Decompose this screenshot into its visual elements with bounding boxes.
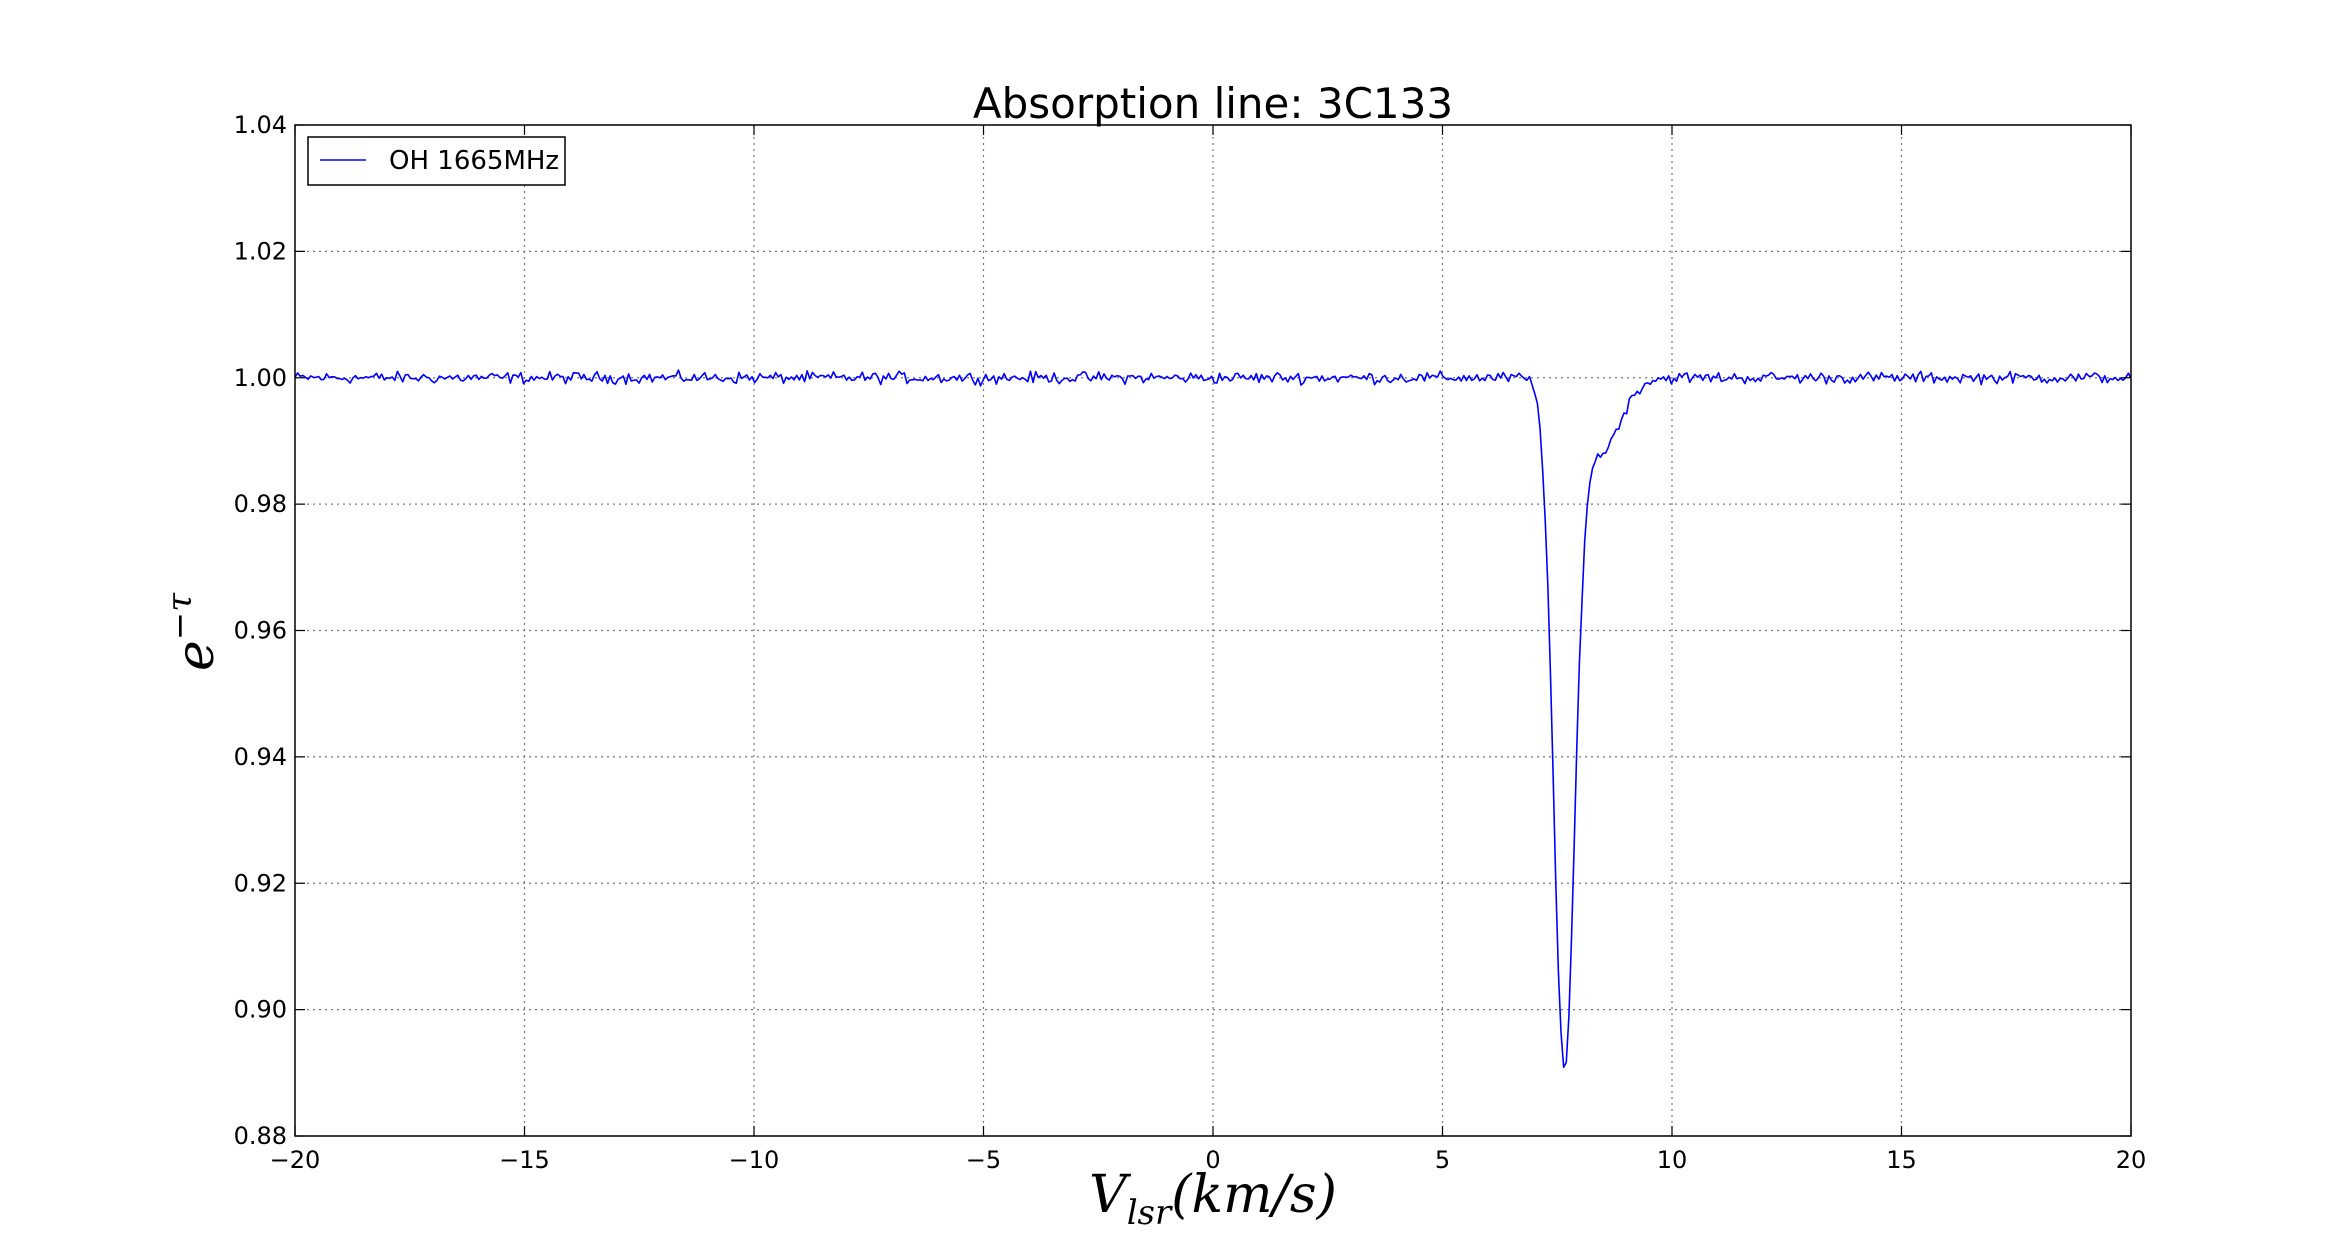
- y-tick-label: 0.96: [234, 617, 287, 645]
- y-tick-label: 1.02: [234, 237, 287, 265]
- y-tick-label: 0.90: [234, 996, 287, 1024]
- series-lines: [294, 369, 2132, 1069]
- legend-label-oh-1665mhz: OH 1665MHz: [389, 146, 559, 176]
- x-axis-label-main: V: [1089, 1165, 1131, 1225]
- y-tick-label: 0.88: [234, 1122, 287, 1150]
- y-tick-label: 0.94: [234, 743, 287, 771]
- y-axis-label-superscript: −τ: [160, 592, 200, 640]
- legend: OH 1665MHz: [307, 136, 566, 186]
- x-tick-label: 5: [1435, 1146, 1450, 1174]
- y-axis-label: e−τ: [160, 592, 226, 671]
- x-axis-label: Vlsr(km/s): [1089, 1165, 1337, 1233]
- y-tick-label: 1.00: [234, 364, 287, 392]
- grid-lines: [295, 125, 2131, 1136]
- x-tick-label: −20: [270, 1146, 321, 1174]
- axis-ticks: −20 −15 −10 −5 0 5 10 15 20 0.88 0.90 0.92 0.94 0.96 0…: [234, 111, 2147, 1174]
- x-tick-label: −5: [966, 1146, 1001, 1174]
- x-tick-label: 0: [1205, 1146, 1220, 1174]
- x-tick-label: 20: [2116, 1146, 2147, 1174]
- y-axis-label-base: e: [166, 640, 226, 671]
- x-tick-label: −10: [729, 1146, 780, 1174]
- x-tick-label: −15: [499, 1146, 550, 1174]
- y-tick-label: 0.92: [234, 869, 287, 897]
- series-line-oh-1665mhz: [294, 369, 2132, 1069]
- x-axis-label-rest: (km/s): [1171, 1165, 1337, 1225]
- chart-title: Absorption line: 3C133: [973, 79, 1453, 128]
- x-tick-label: 15: [1886, 1146, 1917, 1174]
- x-axis-label-subscript: lsr: [1127, 1193, 1173, 1233]
- x-tick-label: 10: [1657, 1146, 1688, 1174]
- y-tick-label: 1.04: [234, 111, 287, 139]
- y-tick-label: 0.98: [234, 490, 287, 518]
- legend-box: [307, 136, 566, 186]
